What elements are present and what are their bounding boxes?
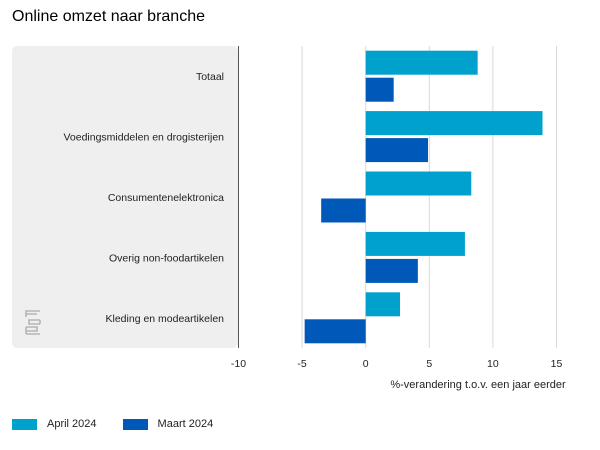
bar-maart bbox=[365, 77, 394, 102]
gridlines bbox=[301, 46, 557, 348]
category-label: Voedingsmiddelen en drogisterijen bbox=[63, 132, 224, 144]
x-tick-label: 5 bbox=[426, 358, 432, 370]
bar-maart bbox=[321, 198, 366, 223]
bars bbox=[304, 50, 543, 344]
category-label: Totaal bbox=[196, 71, 224, 83]
bar-maart bbox=[365, 138, 429, 163]
bar-april bbox=[365, 171, 472, 196]
legend-swatch-april bbox=[12, 418, 37, 430]
x-tick-label: -5 bbox=[297, 358, 306, 370]
category-label: Overig non-foodartikelen bbox=[109, 252, 224, 264]
x-tick-label: 10 bbox=[487, 358, 499, 370]
category-labels: Totaal Voedingsmiddelen en drogisterijen C… bbox=[63, 71, 224, 325]
bar-april bbox=[365, 111, 543, 136]
chart-title: Online omzet naar branche bbox=[12, 8, 205, 25]
bar-april bbox=[365, 292, 401, 317]
x-tick-label: 15 bbox=[551, 358, 563, 370]
category-label: Kleding en modeartikelen bbox=[106, 313, 225, 325]
bar-maart bbox=[304, 319, 366, 344]
x-tick-label: -10 bbox=[231, 358, 246, 370]
cbs-logo-icon bbox=[25, 310, 41, 335]
bar-april bbox=[365, 50, 478, 75]
x-tick-label: 0 bbox=[363, 358, 369, 370]
category-panel bbox=[12, 46, 238, 348]
category-label: Consumentenelektronica bbox=[108, 192, 224, 204]
x-axis-title: %-verandering t.o.v. een jaar eerder bbox=[390, 379, 566, 391]
legend-item-maart: Maart 2024 bbox=[122, 418, 214, 430]
legend-item-april: April 2024 bbox=[12, 418, 97, 430]
bar-april bbox=[365, 231, 465, 256]
x-tick-labels: -10 -5 0 5 10 15 bbox=[231, 358, 563, 370]
legend-swatch-maart bbox=[122, 418, 148, 430]
legend-label-maart: Maart 2024 bbox=[157, 418, 214, 430]
bar-maart bbox=[365, 258, 418, 283]
legend: April 2024 Maart 2024 bbox=[12, 418, 213, 430]
legend-label-april: April 2024 bbox=[47, 418, 97, 430]
